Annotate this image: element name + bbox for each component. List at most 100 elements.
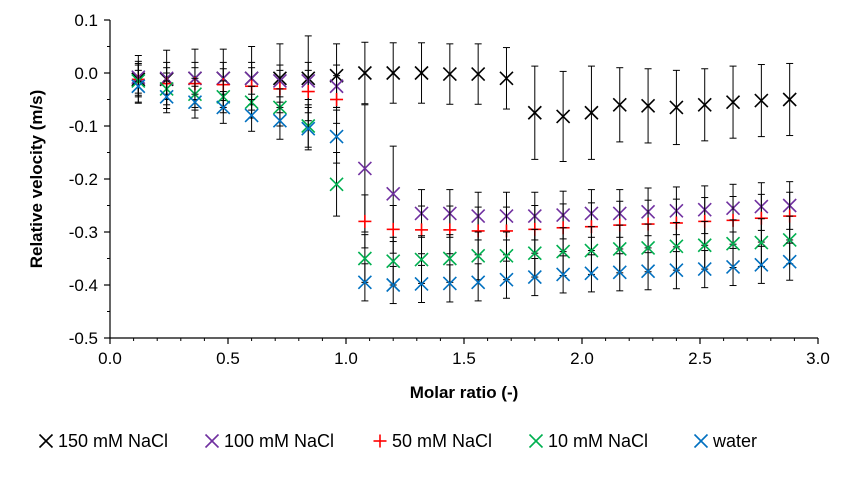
data-point xyxy=(357,251,372,266)
data-point xyxy=(669,100,684,115)
data-point xyxy=(697,97,712,112)
marker-stroke xyxy=(754,93,769,108)
marker-stroke xyxy=(357,251,372,266)
marker-stroke xyxy=(471,248,486,263)
data-point xyxy=(612,265,627,280)
data-point xyxy=(612,241,627,257)
data-point xyxy=(216,100,231,115)
data-point xyxy=(697,262,712,277)
data-point xyxy=(386,254,401,269)
legend-label: 100 mM NaCl xyxy=(224,431,334,451)
marker-stroke xyxy=(584,243,599,258)
series-100-mm-nacl xyxy=(131,60,797,243)
data-point xyxy=(357,275,372,290)
y-ticks: 0.1 0.0 -0.1 -0.2 -0.3 -0.4 -0.5 xyxy=(69,11,110,348)
data-point xyxy=(386,186,401,201)
data-point xyxy=(641,98,656,113)
legend-label: 50 mM NaCl xyxy=(392,431,492,451)
data-point xyxy=(641,240,656,255)
marker-stroke xyxy=(301,121,316,136)
data-point xyxy=(725,236,741,251)
marker-stroke xyxy=(272,113,287,128)
marker-stroke xyxy=(697,262,712,277)
legend-label: water xyxy=(712,431,757,451)
x-tick-label: 0.5 xyxy=(216,349,240,368)
marker-stroke xyxy=(204,433,220,449)
legend-item: water xyxy=(693,431,757,451)
data-point xyxy=(131,79,146,94)
data-point xyxy=(499,272,514,287)
series-150-mm-nacl xyxy=(131,35,797,163)
plot-area: 0.1 0.0 -0.1 -0.2 -0.3 -0.4 -0.5 0.0 0.5 1.0 1.5 2… xyxy=(69,11,830,368)
data-point xyxy=(471,248,486,263)
legend-item: 10 mM NaCl xyxy=(528,431,648,451)
marker-stroke xyxy=(528,433,544,449)
data-point xyxy=(669,239,684,254)
marker-stroke xyxy=(442,66,457,82)
data-point xyxy=(782,254,797,269)
marker-stroke xyxy=(641,240,656,255)
data-point xyxy=(556,244,571,259)
data-point xyxy=(669,263,684,278)
marker-stroke xyxy=(669,239,684,254)
marker-stroke xyxy=(357,65,372,81)
data-point xyxy=(358,214,372,228)
legend-item: 50 mM NaCl xyxy=(373,431,492,451)
marker-stroke xyxy=(782,254,797,269)
marker-stroke xyxy=(414,276,429,292)
y-tick-label: 0.1 xyxy=(74,11,98,30)
marker-stroke xyxy=(414,252,429,267)
marker-stroke xyxy=(216,100,231,115)
y-tick-label: -0.2 xyxy=(69,170,98,189)
marker-stroke xyxy=(782,92,797,107)
legend-item: 100 mM NaCl xyxy=(204,431,334,451)
marker-stroke xyxy=(414,65,429,81)
data-point xyxy=(357,161,372,176)
marker-stroke xyxy=(357,275,372,290)
series-50-mm-nacl xyxy=(131,62,797,256)
data-point xyxy=(527,246,542,261)
marker-stroke xyxy=(386,186,401,201)
data-point xyxy=(499,71,514,86)
marker-stroke xyxy=(641,264,656,279)
data-point xyxy=(329,129,344,144)
x-tick-label: 1.0 xyxy=(334,349,358,368)
data-point xyxy=(159,89,174,104)
data-point xyxy=(357,65,372,81)
data-point xyxy=(386,277,401,293)
legend-marker xyxy=(38,433,54,449)
marker-stroke xyxy=(697,97,712,112)
marker-stroke xyxy=(187,95,203,110)
x-axis-title: Molar ratio (-) xyxy=(410,383,519,402)
marker-stroke xyxy=(556,267,571,282)
marker-stroke xyxy=(527,105,542,120)
marker-stroke xyxy=(612,97,627,112)
data-point xyxy=(386,222,400,236)
y-axis-title: Relative velocity (m/s) xyxy=(27,90,46,269)
marker-stroke xyxy=(329,177,344,192)
marker-stroke xyxy=(38,433,54,449)
marker-stroke xyxy=(669,100,684,115)
marker-stroke xyxy=(329,129,344,144)
legend: 150 mM NaCl 100 mM NaCl 50 mM NaCl 10 mM Na… xyxy=(38,431,757,451)
data-point xyxy=(329,177,344,192)
y-tick-label: -0.5 xyxy=(69,329,98,348)
x-tick-label: 2.0 xyxy=(570,349,594,368)
data-point xyxy=(697,238,712,253)
marker-stroke xyxy=(442,276,457,291)
marker-stroke xyxy=(612,241,627,257)
marker-stroke xyxy=(697,238,712,253)
marker-stroke xyxy=(159,89,174,104)
marker-stroke xyxy=(556,244,571,259)
marker-stroke xyxy=(584,266,599,281)
x-tick-label: 2.5 xyxy=(688,349,712,368)
marker-stroke xyxy=(584,105,599,120)
marker-stroke xyxy=(725,259,741,275)
marker-stroke xyxy=(386,254,401,269)
data-point xyxy=(442,66,457,82)
marker-stroke xyxy=(725,95,741,110)
data-point xyxy=(187,95,203,110)
data-point xyxy=(499,248,514,263)
marker-stroke xyxy=(442,251,457,266)
marker-stroke xyxy=(782,232,797,248)
